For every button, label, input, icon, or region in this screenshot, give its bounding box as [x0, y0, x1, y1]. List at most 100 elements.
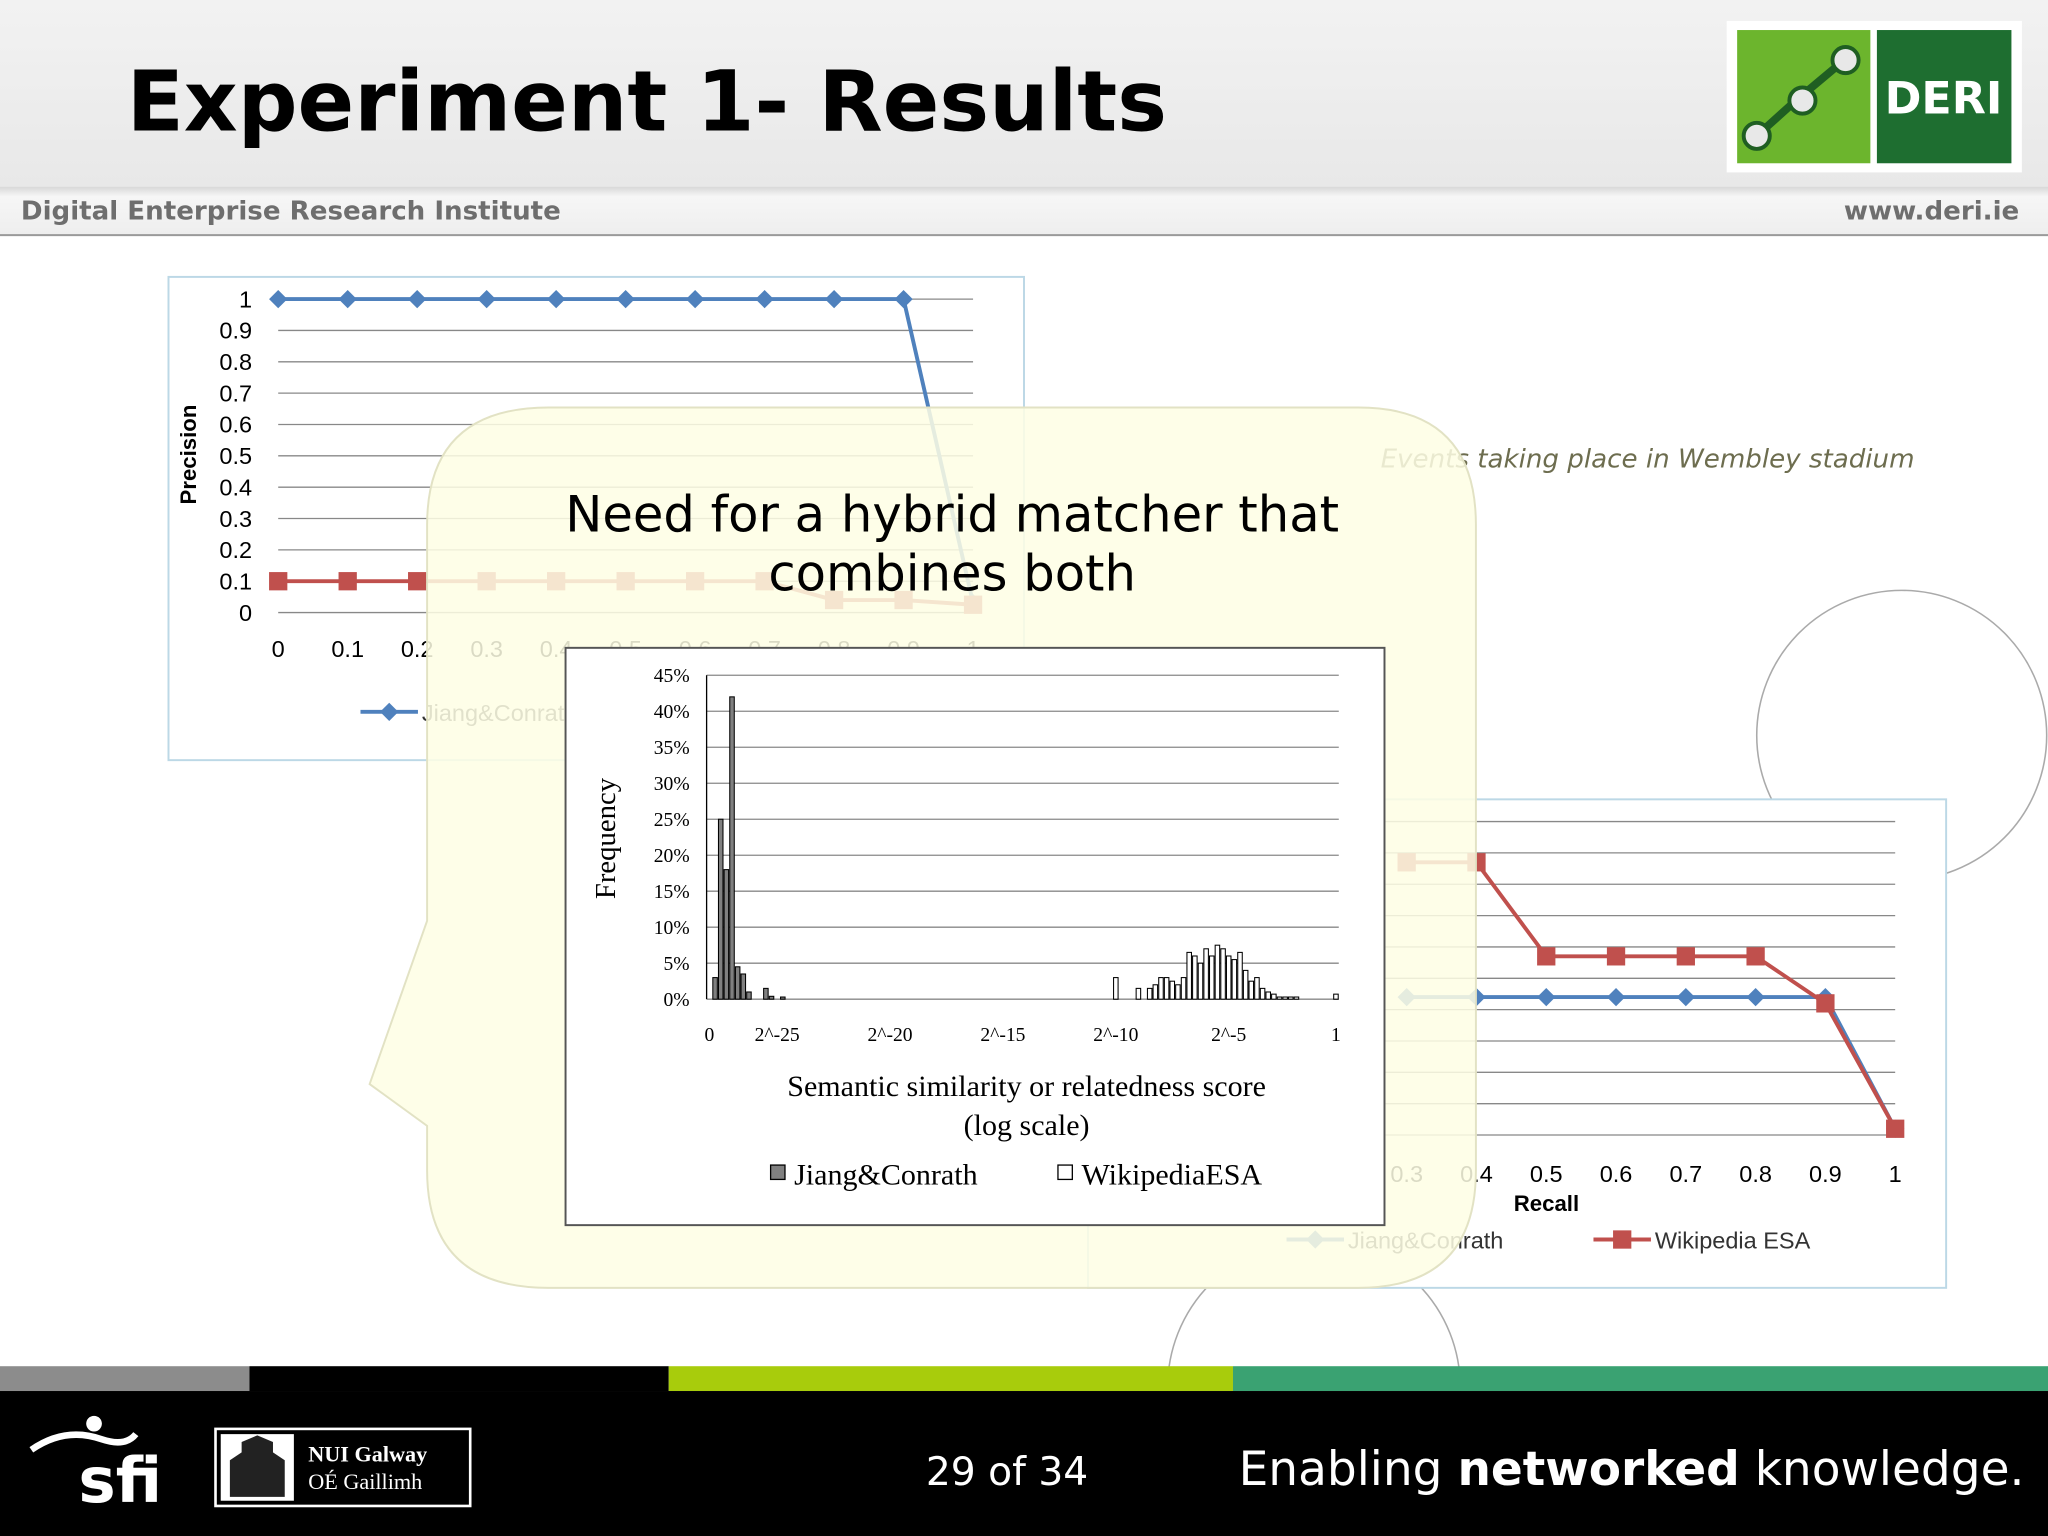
x-tick-label: 0.5 [1530, 1161, 1563, 1187]
y-axis-label: Precision [176, 405, 201, 505]
tagline-part: knowledge. [1740, 1442, 2025, 1497]
legend-swatch [769, 1164, 786, 1181]
marker [1746, 947, 1765, 966]
bar [734, 966, 741, 1000]
x-tick-label: 2^-25 [755, 1025, 800, 1046]
y-tick-label: 0.9 [219, 318, 252, 344]
bar [717, 818, 724, 1000]
sponsor-text: sfi [78, 1444, 162, 1517]
bar [1265, 991, 1272, 1000]
bar [1214, 944, 1221, 1000]
x-tick-label: 0 [272, 636, 285, 662]
bar [1242, 969, 1249, 1000]
footer-band [0, 1366, 250, 1392]
legend-marker [1613, 1230, 1632, 1249]
y-tick-label: 20% [654, 846, 690, 867]
marker [824, 289, 844, 309]
histogram-frame [564, 646, 1386, 1227]
logo: DERI [1726, 20, 2022, 173]
bar [723, 869, 730, 1000]
y-axis-label: Frequency [590, 777, 622, 899]
legend-label: Wikipedia ESA [1655, 1228, 1811, 1254]
sponsor-swoosh [29, 1431, 139, 1453]
header-strip [0, 186, 2048, 236]
y-tick-label: 0.8 [219, 349, 252, 375]
partner-frame [214, 1427, 472, 1508]
y-tick-label: 1 [239, 286, 252, 312]
series-line [1406, 860, 1897, 1130]
legend-swatch [1057, 1164, 1073, 1181]
page-number: 29 of 34 [926, 1450, 1088, 1495]
bar [1248, 980, 1255, 1000]
bar [1288, 996, 1294, 1000]
callout-text: combines both [768, 544, 1136, 602]
partner-name: NUI Galway [308, 1442, 427, 1467]
partner-icon [229, 1435, 285, 1497]
partner-irish: OÉ Gaillimh [308, 1469, 422, 1494]
bar [712, 977, 718, 1000]
bar [1192, 955, 1198, 1000]
marker [1886, 1119, 1905, 1138]
slide-title: Experiment 1- Results [127, 53, 1167, 151]
bar [1175, 984, 1181, 1000]
footer-band [1232, 1366, 2048, 1392]
marker [408, 289, 427, 309]
chart-title: Events taking place in Wembley stadium [1381, 445, 1915, 475]
bar [1220, 948, 1226, 1000]
marker [1676, 987, 1695, 1007]
bar [740, 973, 747, 1000]
tagline-part: Enabling [1239, 1442, 1458, 1497]
footer-band [249, 1366, 669, 1392]
bar [763, 987, 769, 1000]
x-axis-label: Recall [1514, 1191, 1579, 1216]
marker [755, 289, 774, 309]
logo-text: DERI [1885, 74, 2003, 125]
x-axis-label: (log scale) [964, 1109, 1090, 1142]
bar [1163, 977, 1170, 1000]
url: www.deri.ie [1844, 196, 2019, 226]
y-tick-label: 0.3 [219, 506, 252, 532]
bar [1225, 955, 1232, 1000]
marker [1606, 947, 1626, 966]
marker [1746, 987, 1765, 1007]
logo-dark [1876, 30, 2012, 164]
y-tick-label: 0.2 [219, 537, 252, 563]
bar [1231, 959, 1238, 1000]
tagline-part: networked [1457, 1442, 1739, 1497]
bar [1113, 977, 1119, 1000]
marker [685, 289, 705, 309]
marker [269, 572, 288, 591]
x-axis-label: Semantic similarity or relatedness score [787, 1070, 1266, 1103]
bar [1282, 996, 1288, 1000]
logo-node [1741, 120, 1772, 151]
bar [1333, 993, 1339, 1000]
bar [1186, 951, 1192, 1000]
y-tick-label: 5% [664, 954, 690, 975]
charts-over: 0% 5% 10% 15% 20% 25% 30% 35% 40% 45% Frequency Sem… [590, 666, 1341, 1192]
bar [768, 995, 775, 1000]
marker [1537, 987, 1556, 1007]
x-tick-label: 0.1 [331, 636, 364, 662]
marker [1816, 994, 1835, 1013]
x-tick-label: 2^-5 [1211, 1025, 1246, 1046]
y-tick-label: 0.7 [219, 380, 252, 406]
x-tick-label: 2^-10 [1093, 1025, 1138, 1046]
x-tick-label: 0.6 [1600, 1161, 1633, 1187]
y-tick-label: 40% [654, 702, 690, 723]
callout-text: Need for a hybrid matcher that [565, 486, 1339, 544]
x-tick-label: 1 [1331, 1025, 1341, 1046]
bar [1276, 996, 1283, 1000]
bar [1146, 987, 1153, 1000]
bar [1158, 977, 1164, 1000]
bar [1180, 977, 1187, 1000]
y-tick-label: 0.5 [219, 443, 252, 469]
marker [1606, 987, 1626, 1007]
marker [338, 289, 357, 309]
x-tick-label: 2^-20 [868, 1025, 913, 1046]
bar [1208, 955, 1215, 1000]
bar [1169, 980, 1176, 1000]
y-tick-label: 35% [654, 738, 690, 759]
marker [1537, 947, 1556, 966]
